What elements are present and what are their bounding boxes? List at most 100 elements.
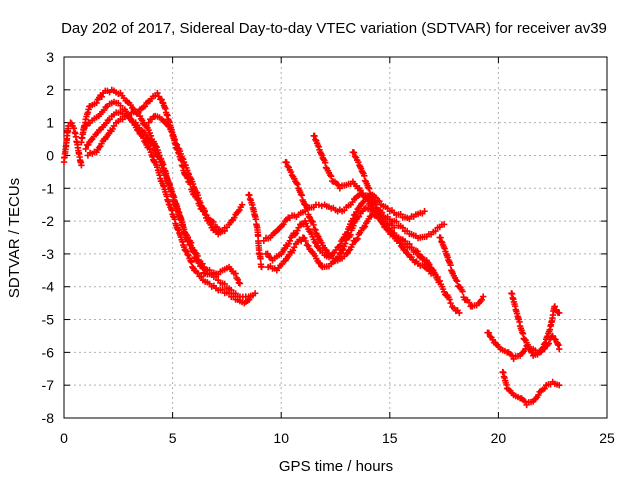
data-point [541, 339, 549, 347]
y-tick-label: 3 [46, 49, 54, 65]
y-tick-label: 2 [46, 82, 54, 98]
data-point [67, 119, 74, 126]
data-point [294, 180, 301, 188]
data-point [446, 296, 453, 303]
data-point [151, 147, 159, 154]
data-point [179, 155, 186, 162]
data-point [298, 192, 306, 199]
data-point [359, 169, 366, 176]
data-point [171, 136, 178, 143]
data-point [355, 159, 362, 166]
data-point [400, 246, 407, 253]
data-point [304, 205, 311, 213]
data-point [201, 207, 208, 214]
data-point [191, 253, 198, 261]
data-point [421, 257, 428, 264]
data-point [201, 211, 209, 218]
data-point [212, 273, 220, 280]
data-point [173, 141, 181, 148]
data-points [60, 86, 563, 409]
series-track-7 [245, 191, 265, 271]
data-point [187, 175, 194, 182]
data-point [437, 234, 444, 241]
data-point [185, 252, 192, 259]
data-point [149, 142, 157, 149]
data-point [324, 249, 331, 257]
data-point [189, 263, 196, 271]
data-point [251, 290, 259, 297]
series-track-6 [145, 112, 228, 238]
y-tick-label: -8 [42, 410, 55, 426]
data-point [236, 280, 244, 287]
data-point [289, 247, 297, 254]
data-point [478, 296, 485, 304]
data-point [189, 180, 197, 188]
data-point [314, 244, 322, 251]
x-tick-label: 20 [491, 430, 507, 446]
chart-title: Day 202 of 2017, Sidereal Day-to-day VTE… [61, 20, 607, 37]
series-track-16 [499, 368, 563, 409]
data-point [117, 102, 124, 109]
data-point [521, 336, 528, 343]
data-point [414, 248, 421, 255]
data-point [360, 224, 367, 231]
data-point [297, 191, 305, 198]
data-point [189, 247, 196, 255]
data-point [441, 245, 448, 252]
data-point [459, 288, 466, 295]
series-track-3 [80, 98, 254, 307]
data-point [182, 247, 189, 254]
y-tick-label: 1 [46, 115, 54, 131]
data-point [78, 162, 85, 169]
data-point [184, 251, 191, 258]
data-point [231, 214, 238, 221]
series-track-4 [82, 108, 259, 300]
plot-frame [63, 56, 608, 419]
y-tick-label: -7 [42, 377, 55, 393]
data-point [93, 99, 100, 107]
data-point [291, 244, 298, 251]
data-point [447, 299, 454, 307]
data-point [327, 172, 335, 180]
data-point [154, 89, 161, 97]
data-point [361, 172, 368, 179]
data-point [453, 277, 461, 285]
data-point [347, 231, 354, 239]
data-point [186, 241, 193, 248]
data-point [438, 238, 445, 245]
data-point [340, 207, 348, 214]
data-point [312, 136, 319, 143]
data-point [188, 258, 195, 266]
data-point [440, 221, 448, 228]
data-point [436, 277, 443, 285]
data-point [508, 352, 516, 359]
data-point [194, 191, 202, 199]
data-point [321, 159, 329, 166]
data-point [373, 207, 380, 214]
data-point [80, 126, 87, 133]
data-point [199, 264, 206, 272]
data-point [312, 226, 319, 234]
data-point [109, 125, 116, 133]
y-tick-label: -4 [42, 279, 55, 295]
data-point [145, 126, 152, 134]
data-point [486, 333, 494, 340]
y-tick-label: 0 [46, 147, 54, 163]
x-tick-label: 15 [382, 430, 398, 446]
data-point [184, 237, 192, 244]
data-point [264, 250, 271, 257]
data-point [305, 213, 313, 220]
data-point [399, 224, 407, 231]
x-tick-label: 25 [599, 430, 615, 446]
data-point [258, 263, 265, 271]
data-point [309, 218, 316, 226]
y-tick-label: -3 [42, 246, 55, 262]
data-point [187, 257, 194, 264]
data-point [168, 128, 175, 135]
x-tick-labels: 0 5 10 15 20 25 [60, 430, 615, 446]
data-point [456, 309, 463, 317]
data-point [148, 139, 156, 146]
data-point [221, 227, 228, 235]
data-point [521, 398, 529, 405]
